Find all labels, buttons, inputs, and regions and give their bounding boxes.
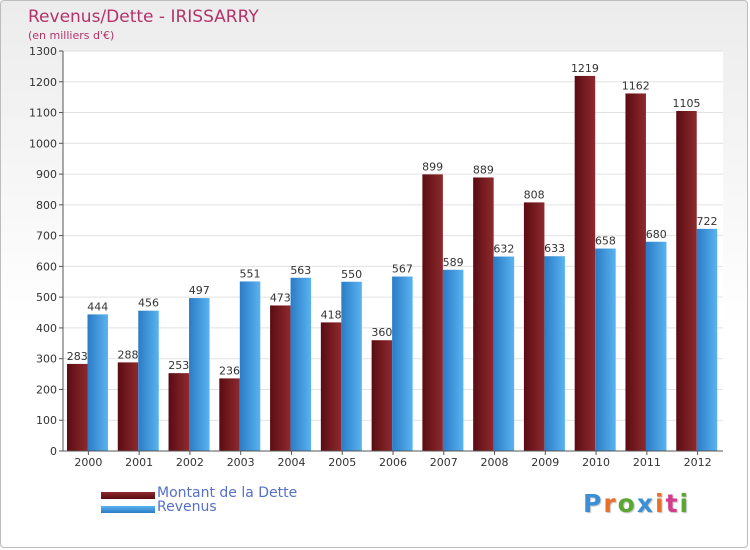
legend-swatch-revenue: [101, 506, 155, 513]
x-tick-label: 2006: [379, 456, 407, 469]
data-labels: 283 444 288 456 253 497 236 551 473 563 418 550 360 5…: [67, 62, 718, 377]
bar-revenue: [341, 281, 362, 451]
data-label-revenue: 680: [646, 228, 667, 241]
data-label-debt: 418: [321, 308, 342, 321]
bar-debt: [473, 177, 494, 451]
logo-letter: x: [636, 489, 655, 518]
data-label-debt: 889: [473, 163, 494, 176]
data-label-revenue: 722: [696, 215, 717, 228]
y-tick-label: 0: [50, 445, 57, 458]
bar-revenue: [696, 228, 718, 451]
y-tick-label: 600: [36, 260, 57, 273]
bar-revenue: [138, 310, 159, 451]
bar-debt: [523, 202, 545, 451]
bar-revenue: [544, 256, 565, 451]
data-label-debt: 236: [219, 364, 240, 377]
data-label-debt: 253: [168, 359, 189, 372]
data-label-debt: 1105: [672, 97, 700, 110]
bar-debt: [117, 362, 139, 451]
data-label-debt: 360: [371, 326, 392, 339]
x-tick-label: 2002: [176, 456, 204, 469]
data-label-debt: 1219: [571, 62, 599, 75]
x-tick-label: 2010: [582, 456, 610, 469]
data-label-revenue: 563: [290, 264, 311, 277]
bar-revenue: [189, 298, 210, 451]
legend-label-debt: Montant de la Dette: [157, 485, 298, 501]
bar-debt: [574, 75, 596, 451]
data-label-revenue: 567: [392, 263, 413, 276]
bar-debt: [67, 363, 88, 451]
x-tick-label: 2000: [74, 456, 102, 469]
x-tick-label: 2001: [125, 456, 153, 469]
data-label-debt: 899: [422, 160, 443, 173]
data-label-debt: 288: [118, 348, 139, 361]
data-label-debt: 808: [524, 188, 545, 201]
bar-revenue: [392, 276, 413, 451]
y-tick-label: 500: [36, 291, 57, 304]
bar-debt: [625, 93, 646, 451]
bar-debt: [676, 111, 697, 451]
y-tick-label: 1200: [29, 76, 57, 89]
data-label-revenue: 497: [189, 284, 210, 297]
data-label-revenue: 589: [443, 256, 464, 269]
data-label-revenue: 456: [138, 297, 159, 310]
bar-revenue: [239, 281, 261, 451]
logo-letter: t: [665, 489, 680, 518]
bar-debt: [219, 378, 240, 451]
y-tick-label: 400: [36, 322, 57, 335]
x-tick-label: 2009: [531, 456, 559, 469]
bar-debt: [320, 322, 342, 451]
chart-subtitle: (en milliers d'€): [28, 29, 115, 42]
y-tick-label: 700: [36, 230, 57, 243]
logo-letter: P: [583, 489, 604, 518]
x-tick-label: 2011: [633, 456, 661, 469]
y-tick-label: 200: [36, 383, 57, 396]
data-label-debt: 283: [67, 350, 88, 363]
y-tick-label: 1300: [29, 45, 57, 58]
logo-letter: i: [655, 489, 666, 518]
y-tick-label: 1000: [29, 137, 57, 150]
y-tick-label: 800: [36, 199, 57, 212]
logo-letter: i: [679, 489, 691, 518]
x-tick-label: 2012: [684, 456, 712, 469]
legend-swatch-debt: [101, 492, 155, 499]
data-label-revenue: 658: [595, 235, 616, 248]
logo-letter: o: [617, 489, 637, 518]
bar-revenue: [290, 277, 312, 451]
bars: [67, 75, 718, 451]
data-label-revenue: 551: [240, 267, 261, 280]
bar-debt: [371, 340, 393, 451]
data-label-revenue: 632: [493, 243, 514, 256]
x-tick-label: 2003: [227, 456, 255, 469]
bar-revenue: [595, 248, 616, 451]
legend-label-revenue: Revenus: [157, 499, 217, 515]
proxiti-logo: Proxiti: [583, 489, 690, 518]
bar-revenue: [87, 314, 108, 451]
x-tick-label: 2004: [277, 456, 305, 469]
bar-revenue: [442, 269, 464, 451]
data-label-revenue: 550: [341, 268, 362, 281]
axes: 0 100 200 300 400 500 600 700 800 900 1000 1100 1200…: [29, 45, 723, 469]
data-label-debt: 473: [270, 291, 291, 304]
x-tick-label: 2007: [430, 456, 458, 469]
data-label-debt: 1162: [622, 79, 650, 92]
y-tick-label: 1100: [29, 107, 57, 120]
y-tick-label: 900: [36, 168, 57, 181]
bar-debt: [168, 373, 190, 451]
chart-title: Revenus/Dette - IRISSARRY: [28, 7, 259, 27]
bar-debt: [422, 174, 443, 451]
bar-revenue: [493, 256, 515, 451]
x-tick-label: 2008: [481, 456, 509, 469]
y-tick-label: 300: [36, 353, 57, 366]
bar-debt: [270, 305, 291, 451]
data-label-revenue: 633: [544, 242, 565, 255]
logo-letter: r: [603, 489, 618, 518]
x-tick-label: 2005: [328, 456, 356, 469]
y-tick-label: 100: [36, 414, 57, 427]
bar-revenue: [645, 241, 667, 451]
data-label-revenue: 444: [87, 300, 108, 313]
